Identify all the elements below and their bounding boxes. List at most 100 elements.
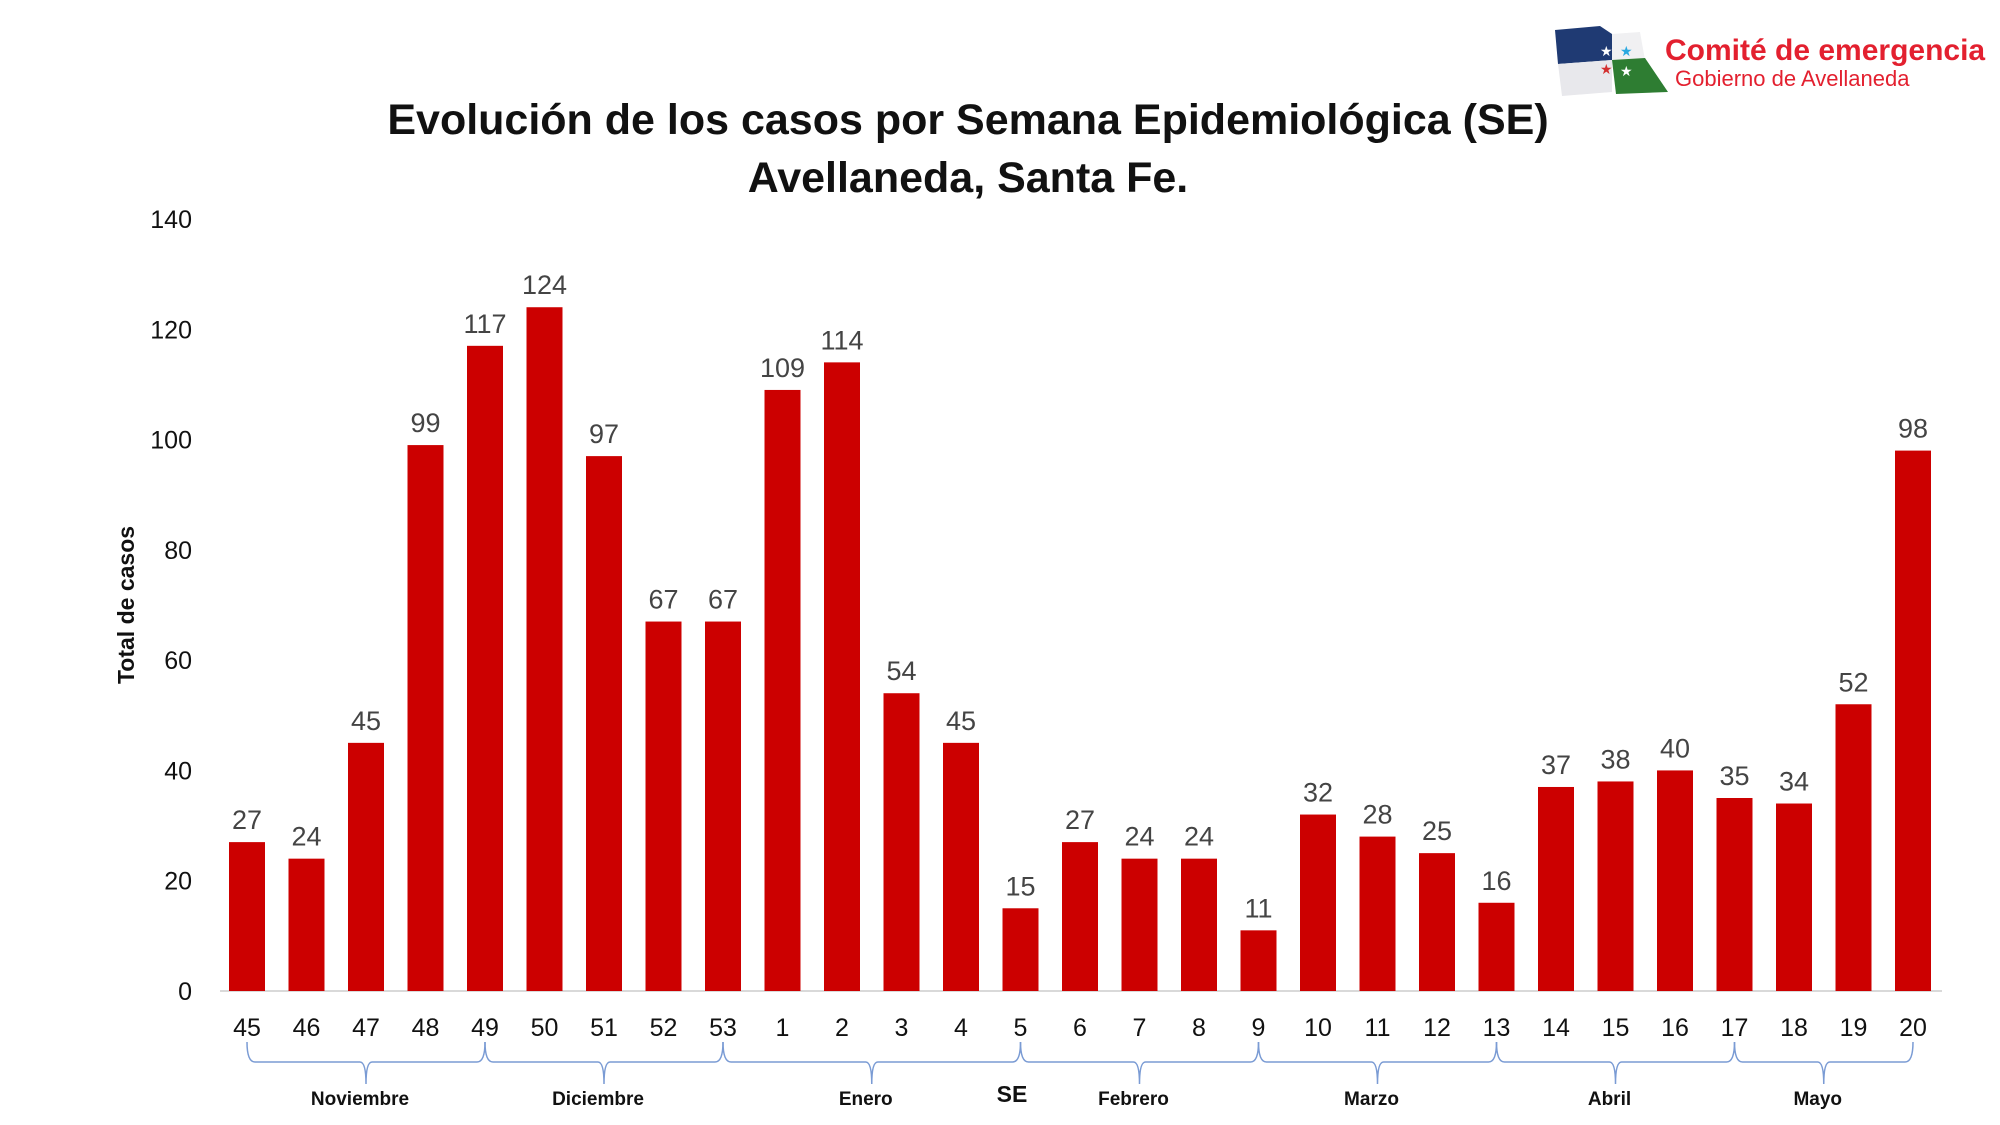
y-tick-label: 140	[150, 206, 192, 234]
y-tick-label: 40	[164, 757, 192, 785]
x-tick-label: 17	[1721, 1014, 1749, 1042]
data-label: 99	[410, 408, 440, 438]
data-label: 98	[1898, 414, 1928, 444]
month-bracket: Marzo	[1257, 1041, 1498, 1110]
y-axis-label: Total de casos	[113, 526, 139, 684]
logo: ★ ★ ★ ★ Comité de emergencia Gobierno de…	[1555, 26, 1985, 96]
data-label: 109	[760, 353, 805, 383]
bar-group: 67 52	[645, 585, 682, 1042]
month-label: Abril	[1588, 1089, 1631, 1110]
bar-group: 28 11	[1359, 800, 1396, 1042]
bar	[1419, 853, 1455, 991]
bar-group: 54 3	[883, 656, 920, 1042]
bar-group: 99 48	[407, 408, 444, 1042]
bar	[1121, 858, 1158, 991]
x-axis-label: SE	[997, 1081, 1028, 1107]
bar	[645, 621, 682, 991]
x-tick-label: 7	[1133, 1014, 1147, 1042]
x-tick-label: 4	[954, 1014, 968, 1042]
x-tick-label: 49	[471, 1014, 499, 1042]
bar-group: 25 12	[1419, 816, 1455, 1042]
x-tick-label: 19	[1840, 1014, 1868, 1042]
y-tick-label: 20	[164, 868, 192, 896]
bar	[705, 621, 741, 991]
bar	[1002, 908, 1039, 991]
data-label: 34	[1779, 767, 1809, 797]
x-tick-label: 20	[1899, 1014, 1927, 1042]
data-label: 25	[1422, 816, 1452, 846]
y-tick-label: 80	[164, 537, 192, 565]
month-label: Febrero	[1098, 1089, 1169, 1110]
x-tick-label: 3	[895, 1014, 909, 1042]
bar	[1359, 836, 1396, 991]
bracket-line	[1257, 1041, 1498, 1085]
bar	[1895, 450, 1931, 992]
data-label: 117	[463, 309, 506, 339]
month-bracket: Diciembre	[484, 1041, 724, 1110]
x-tick-label: 15	[1602, 1014, 1630, 1042]
bar-group: 124 50	[522, 270, 567, 1042]
bracket-line	[484, 1041, 724, 1085]
data-label: 35	[1719, 761, 1749, 791]
data-label: 54	[886, 656, 916, 686]
bar-group: 24 7	[1121, 822, 1158, 1042]
bar-group: 34 18	[1776, 767, 1812, 1042]
bar	[824, 362, 860, 991]
svg-text:★: ★	[1600, 43, 1613, 59]
bar	[1300, 814, 1336, 991]
data-label: 67	[708, 585, 738, 615]
data-label: 45	[946, 706, 976, 736]
data-label: 16	[1481, 866, 1511, 896]
x-tick-label: 8	[1192, 1014, 1206, 1042]
data-label: 24	[1184, 822, 1214, 852]
bar-group: 24 46	[288, 822, 325, 1042]
bar	[1597, 781, 1634, 991]
data-label: 32	[1303, 778, 1333, 808]
bracket-line	[1019, 1041, 1260, 1085]
bar	[1657, 770, 1693, 991]
data-label: 52	[1838, 667, 1868, 697]
month-bracket: Enero	[722, 1041, 1022, 1110]
x-tick-label: 12	[1423, 1014, 1451, 1042]
bar-group: 32 10	[1300, 778, 1336, 1042]
bar	[1062, 842, 1098, 991]
month-bracket: Abril	[1495, 1041, 1736, 1110]
bracket-line	[1495, 1041, 1736, 1085]
bar	[1716, 798, 1753, 991]
bar-group: 114 2	[820, 325, 863, 1042]
bar	[586, 456, 622, 992]
data-label: 28	[1362, 800, 1392, 830]
data-label: 27	[232, 805, 262, 835]
data-label: 38	[1600, 744, 1630, 774]
x-tick-label: 47	[352, 1014, 380, 1042]
data-label: 40	[1660, 733, 1690, 763]
bar-group: 45 47	[348, 706, 384, 1042]
bar-group: 35 17	[1716, 761, 1753, 1042]
x-tick-label: 48	[412, 1014, 440, 1042]
x-tick-label: 13	[1483, 1014, 1511, 1042]
bar-group: 52 19	[1835, 667, 1872, 1042]
x-tick-label: 53	[709, 1014, 737, 1042]
bar	[1835, 704, 1872, 991]
chart-subtitle: Avellaneda, Santa Fe.	[748, 154, 1189, 202]
data-label: 24	[1124, 822, 1154, 852]
bar-group: 15 5	[1002, 871, 1039, 1042]
bar	[1181, 858, 1217, 991]
bar	[883, 693, 920, 991]
bracket-line	[1733, 1041, 1914, 1085]
x-tick-label: 5	[1014, 1014, 1028, 1042]
bar-group: 24 8	[1181, 822, 1217, 1042]
x-tick-label: 9	[1252, 1014, 1266, 1042]
y-tick-label: 100	[150, 427, 192, 455]
month-label: Diciembre	[552, 1089, 644, 1110]
bar	[229, 842, 265, 991]
bar-group: 117 49	[463, 309, 506, 1042]
month-bracket: Febrero	[1019, 1041, 1260, 1110]
bar-group: 98 20	[1895, 414, 1931, 1042]
y-tick-label: 60	[164, 647, 192, 675]
x-tick-label: 45	[233, 1014, 261, 1042]
data-label: 27	[1065, 805, 1095, 835]
bar	[1538, 786, 1574, 991]
